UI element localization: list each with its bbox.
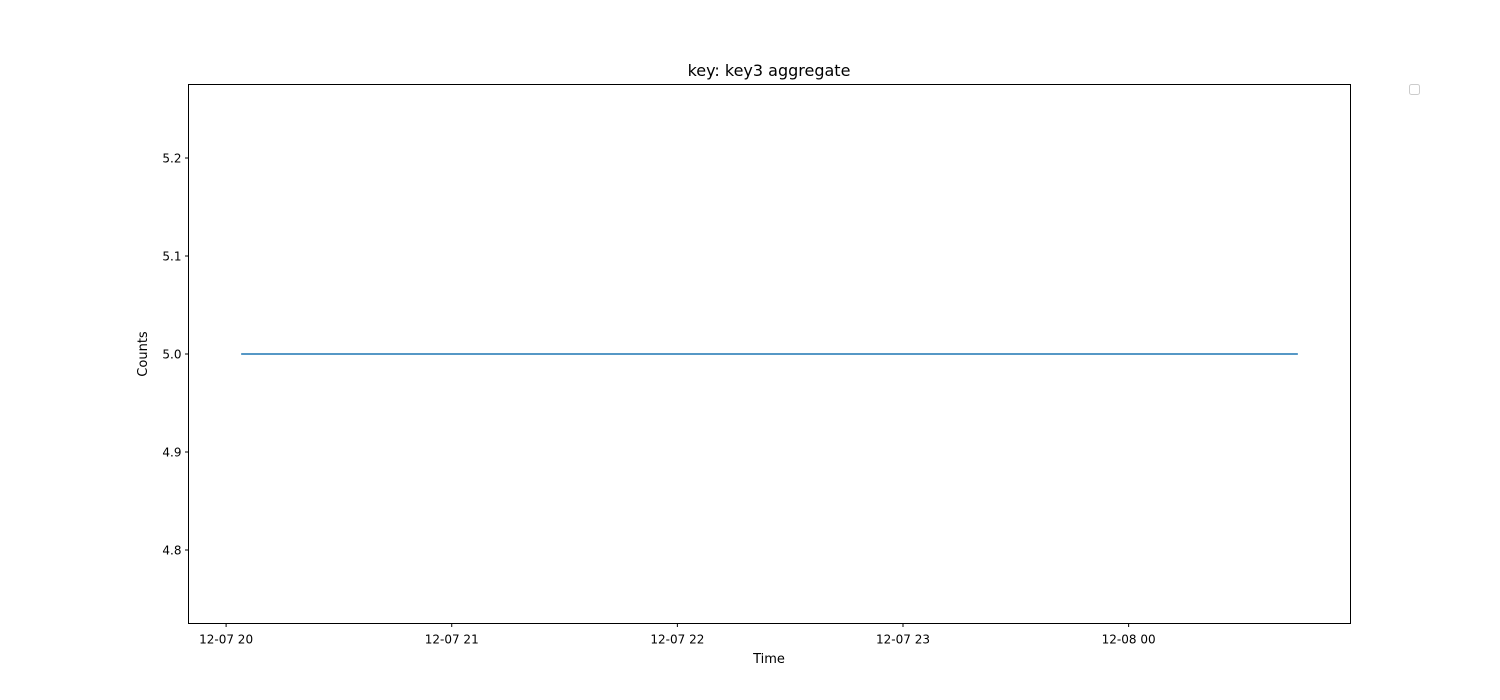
x-axis-label: Time — [752, 652, 785, 667]
y-tick-label: 5.1 — [162, 250, 181, 264]
chart-title: key: key3 aggregate — [688, 61, 851, 80]
y-axis: 4.8 4.9 5.0 5.1 5.2 — [162, 152, 189, 558]
x-tick-label: 12-07 22 — [650, 633, 704, 647]
x-tick-label: 12-07 21 — [425, 633, 479, 647]
legend-box — [1409, 84, 1420, 95]
y-tick-label: 5.0 — [162, 348, 181, 362]
x-tick-label: 12-07 20 — [199, 633, 253, 647]
x-tick-label: 12-07 23 — [876, 633, 930, 647]
y-tick-label: 4.9 — [162, 446, 181, 460]
y-tick-label: 5.2 — [162, 152, 181, 166]
y-axis-label: Counts — [136, 331, 151, 377]
y-tick-label: 4.8 — [162, 544, 181, 558]
x-tick-label: 12-08 00 — [1102, 633, 1156, 647]
x-axis: 12-07 20 12-07 21 12-07 22 12-07 23 12-08 00 — [199, 623, 1156, 647]
